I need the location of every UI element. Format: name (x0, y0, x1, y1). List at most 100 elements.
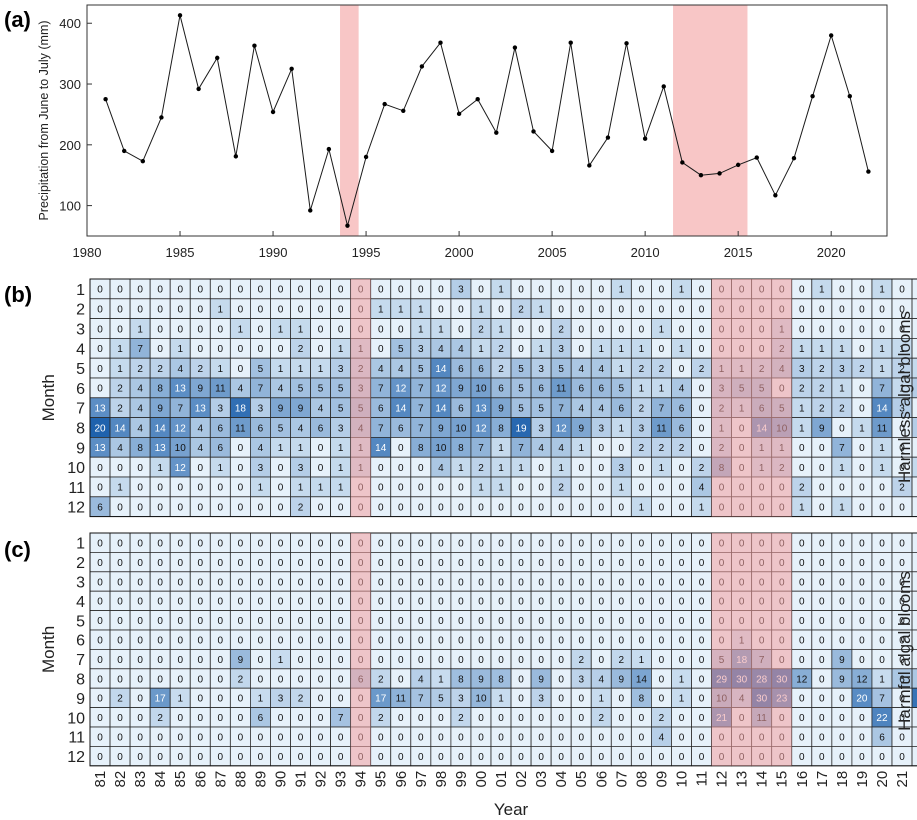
cell-value-label: 0 (238, 344, 244, 355)
cell-value-label: 0 (859, 285, 865, 296)
cell-value-label: 6 (578, 384, 584, 395)
cell-value-label: 0 (278, 558, 284, 569)
cell-value-label: 0 (859, 483, 865, 494)
cell-value-label: 2 (117, 404, 123, 415)
cell-value-label: 0 (478, 503, 484, 514)
year-tick-label: 89 (252, 771, 269, 788)
cell-value-label: 1 (398, 305, 404, 316)
cell-value-label: 0 (639, 324, 645, 335)
cell-value-label: 7 (418, 384, 424, 395)
cell-value-label: 5 (518, 364, 524, 375)
cell-value-label: 0 (338, 597, 344, 608)
cell-value-label: 0 (218, 577, 224, 588)
cell-value-label: 0 (679, 752, 685, 763)
cell-value-label: 0 (899, 463, 905, 474)
cell-value-label: 0 (598, 463, 604, 474)
cell-value-label: 0 (278, 503, 284, 514)
cell-value-label: 0 (699, 674, 705, 685)
cell-value-label: 0 (197, 752, 203, 763)
cell-value-label: 0 (157, 285, 163, 296)
cell-value-label: 0 (659, 305, 665, 316)
cell-value-label: 0 (378, 558, 384, 569)
heatmap-cell (911, 298, 917, 319)
cell-value-label: 0 (318, 674, 324, 685)
cell-value-label: 20 (94, 423, 106, 434)
heatmap-cell (911, 456, 917, 478)
cell-value-label: 0 (558, 503, 564, 514)
cell-value-label: 0 (117, 503, 123, 514)
cell-value-label: 3 (338, 364, 344, 375)
heatmap-cell (911, 532, 917, 553)
cell-value-label: 0 (578, 305, 584, 316)
cell-value-label: 4 (598, 364, 604, 375)
cell-value-label: 0 (538, 324, 544, 335)
side-label-b: Harmless algal blooms (895, 311, 914, 483)
cell-value-label: 0 (398, 503, 404, 514)
cell-value-label: 0 (699, 616, 705, 627)
cell-value-label: 0 (699, 733, 705, 744)
cell-value-label: 9 (238, 655, 244, 666)
cell-value-label: 14 (636, 674, 648, 685)
cell-value-label: 2 (819, 404, 825, 415)
cell-value-label: 0 (659, 503, 665, 514)
cell-value-label: 0 (117, 463, 123, 474)
cell-value-label: 3 (458, 694, 464, 705)
cell-value-label: 14 (395, 404, 407, 415)
cell-value-label: 0 (538, 577, 544, 588)
year-tick-label: 94 (353, 771, 370, 788)
cell-value-label: 3 (258, 463, 264, 474)
cell-value-label: 0 (238, 463, 244, 474)
cell-value-label: 20 (856, 694, 868, 705)
cell-value-label: 1 (899, 384, 905, 395)
cell-value-label: 0 (238, 558, 244, 569)
cell-value-label: 0 (578, 694, 584, 705)
plot-frame-a (86, 4, 888, 237)
cell-value-label: 0 (839, 539, 845, 550)
cell-value-label: 0 (318, 713, 324, 724)
cell-value-label: 2 (639, 404, 645, 415)
year-tick-label: 18 (834, 771, 851, 788)
cell-value-label: 0 (578, 324, 584, 335)
cell-value-label: 0 (97, 324, 103, 335)
cell-value-label: 6 (478, 364, 484, 375)
cell-value-label: 0 (338, 674, 344, 685)
heatmap-cell (911, 571, 917, 592)
cell-value-label: 14 (155, 423, 167, 434)
cell-value-label: 1 (679, 674, 685, 685)
month-tick-label: 8 (76, 421, 85, 438)
cell-value-label: 0 (659, 616, 665, 627)
cell-value-label: 0 (177, 713, 183, 724)
cell-value-label: 1 (879, 364, 885, 375)
cell-value-label: 0 (197, 616, 203, 627)
cell-value-label: 0 (177, 577, 183, 588)
cell-value-label: 0 (538, 503, 544, 514)
cell-value-label: 9 (839, 655, 845, 666)
cell-value-label: 0 (137, 674, 143, 685)
cell-value-label: 0 (318, 503, 324, 514)
cell-value-label: 0 (558, 674, 564, 685)
cell-value-label: 0 (639, 305, 645, 316)
cell-value-label: 0 (859, 539, 865, 550)
cell-value-label: 0 (839, 752, 845, 763)
cell-value-label: 0 (238, 364, 244, 375)
data-point (140, 159, 146, 164)
cell-value-label: 0 (639, 463, 645, 474)
cell-value-label: 6 (498, 384, 504, 395)
cell-value-label: 0 (197, 344, 203, 355)
data-point (512, 45, 518, 50)
cell-value-label: 9 (538, 674, 544, 685)
cell-value-label: 0 (839, 733, 845, 744)
data-point (866, 169, 871, 174)
cell-value-label: 12 (556, 423, 568, 434)
cell-value-label: 0 (157, 752, 163, 763)
cell-value-label: 14 (876, 404, 888, 415)
data-point (159, 115, 164, 120)
cell-value-label: 1 (498, 483, 504, 494)
cell-value-label: 0 (478, 616, 484, 627)
heatmap-cell (911, 707, 917, 728)
cell-value-label: 0 (478, 285, 484, 296)
cell-value-label: 0 (197, 558, 203, 569)
cell-value-label: 0 (97, 558, 103, 569)
x-tick-label: 2020 (817, 245, 846, 260)
cell-value-label: 0 (518, 674, 524, 685)
